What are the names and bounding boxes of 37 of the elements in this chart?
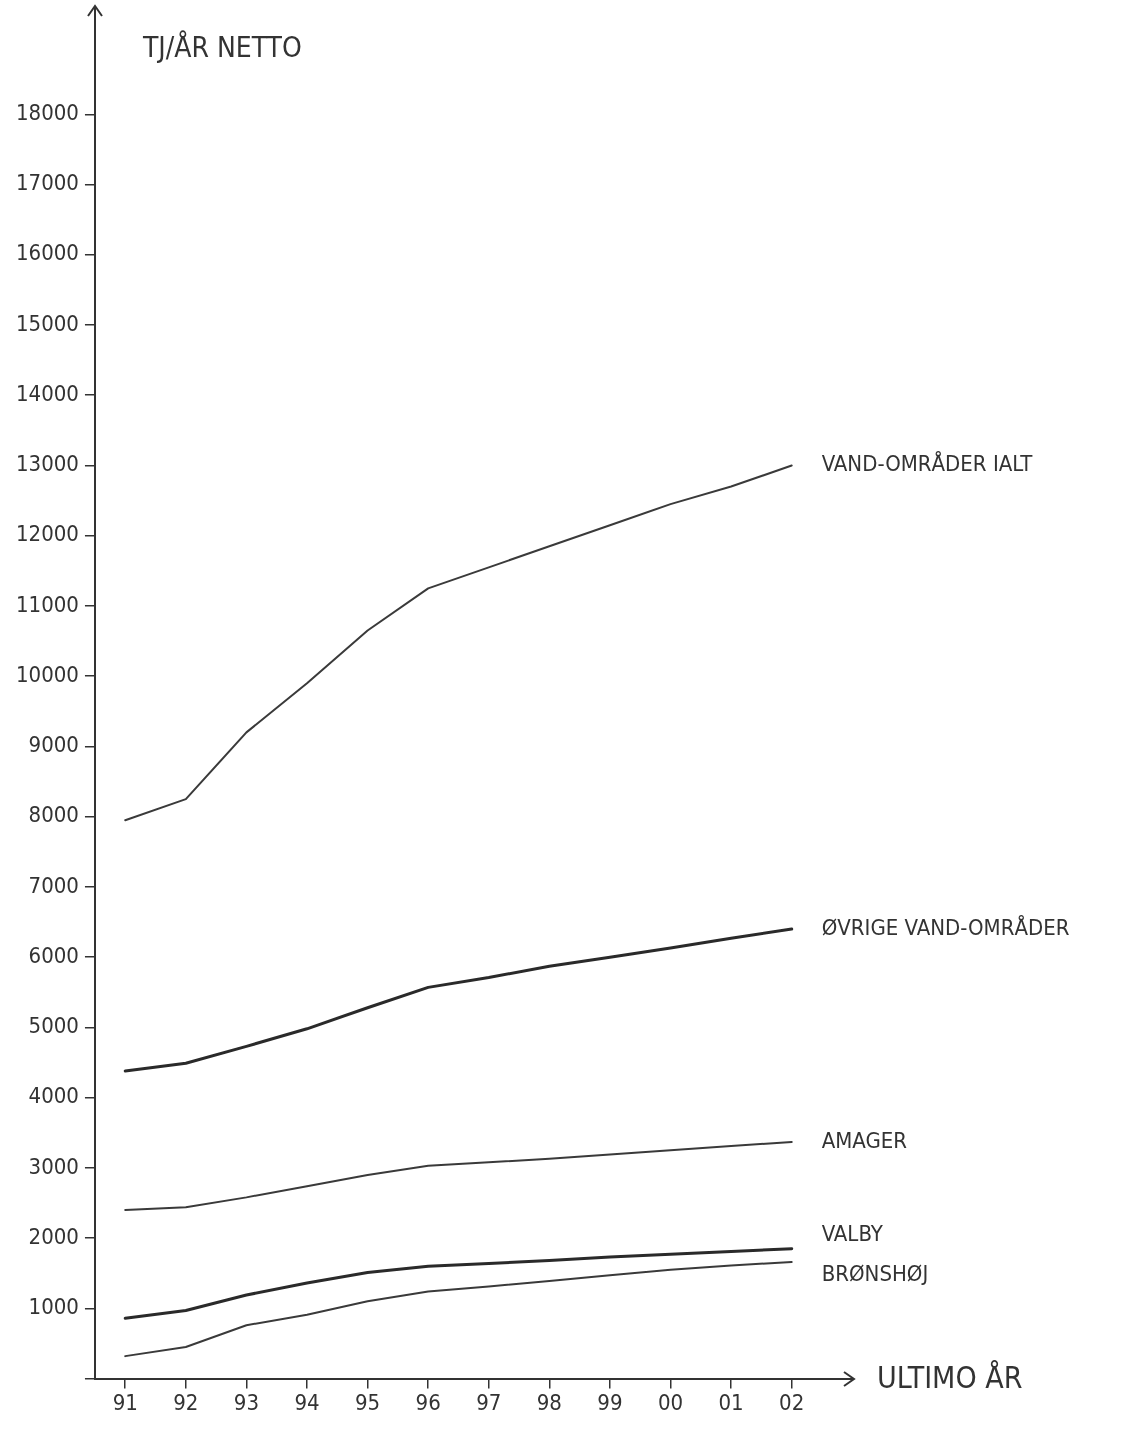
y-tick-label: 1000 bbox=[28, 1294, 79, 1320]
x-axis-title: ULTIMO ÅR bbox=[877, 1360, 1023, 1396]
x-tick-label: 94 bbox=[294, 1389, 320, 1415]
x-tick-label: 97 bbox=[476, 1389, 502, 1415]
x-tick-label: 93 bbox=[233, 1389, 260, 1415]
x-tick-label: 98 bbox=[536, 1389, 562, 1415]
y-tick-label: 18000 bbox=[16, 100, 79, 126]
series-label: VALBY bbox=[821, 1221, 884, 1247]
y-tick-label: 14000 bbox=[16, 380, 79, 406]
y-tick-label: 15000 bbox=[16, 310, 79, 336]
x-tick-label: 99 bbox=[597, 1389, 623, 1415]
y-tick-label: 13000 bbox=[16, 451, 79, 477]
y-tick-label: 5000 bbox=[28, 1013, 79, 1039]
y-tick-label: 8000 bbox=[28, 802, 79, 828]
y-tick-label: 4000 bbox=[28, 1083, 79, 1109]
series-label: AMAGER bbox=[821, 1127, 908, 1153]
x-tick-label: 92 bbox=[173, 1389, 199, 1415]
y-tick-label: 17000 bbox=[16, 170, 79, 196]
y-tick-label: 9000 bbox=[28, 732, 79, 758]
y-tick-label: 2000 bbox=[28, 1223, 79, 1249]
y-tick-label: 7000 bbox=[28, 872, 79, 898]
y-tick-label: 11000 bbox=[16, 591, 79, 617]
y-tick-label: 3000 bbox=[28, 1153, 79, 1179]
series-label: ØVRIGE VAND-OMRÅDER bbox=[821, 913, 1070, 940]
x-tick-label: 01 bbox=[718, 1389, 744, 1415]
series-label: VAND-OMRÅDER IALT bbox=[821, 450, 1034, 477]
y-tick-label: 6000 bbox=[28, 942, 79, 968]
x-tick-label: 96 bbox=[415, 1389, 441, 1415]
x-tick-label: 95 bbox=[355, 1389, 381, 1415]
y-tick-label: 10000 bbox=[16, 661, 79, 687]
y-tick-label: 12000 bbox=[16, 521, 79, 547]
x-tick-label: 00 bbox=[657, 1389, 684, 1415]
y-axis-title: TJ/ÅR NETTO bbox=[141, 30, 302, 65]
x-tick-label: 02 bbox=[779, 1389, 805, 1415]
y-tick-label: 16000 bbox=[16, 240, 79, 266]
x-tick-label: 91 bbox=[112, 1389, 138, 1415]
series-label: BRØNSHØJ bbox=[821, 1261, 929, 1287]
